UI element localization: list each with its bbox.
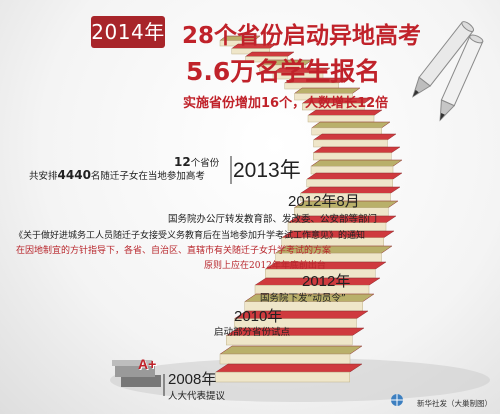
- headline: 28个省份启动异地高考: [182, 23, 422, 49]
- book-step-pages: [215, 371, 350, 383]
- policy-2012-aug-line1: 国务院办公厅转发教育部、发改委、公安部等部门: [168, 214, 378, 225]
- policy-2012-aug-line4: 原则上应在2012年年底前出台: [204, 261, 326, 271]
- year-badge: 2014年: [91, 16, 165, 48]
- year-label-2012-aug: 2012年8月: [288, 193, 360, 210]
- book-step-cover: [305, 172, 403, 180]
- year-label-2013: 2013年: [233, 159, 301, 182]
- book-step-pages: [307, 115, 375, 123]
- note-2010: 启动部分省份试点: [214, 327, 291, 338]
- policy-2012-aug-line3: 在因地制宜的方针指导下，各省、自治区、直辖市有关随迁子女升学考试的方案: [16, 246, 332, 256]
- image-credit: 新华社发（大巢制图）: [417, 399, 492, 408]
- note-2012: 国务院下发“动员令”: [260, 293, 346, 304]
- book-step-cover: [214, 363, 363, 373]
- provinces-count-2013: 12个省份: [174, 155, 220, 169]
- pencils-icon: [412, 21, 484, 122]
- xinhua-logo-icon: [391, 394, 403, 406]
- year-label-2008: 2008年: [168, 371, 217, 388]
- note-2008: 人大代表提议: [168, 391, 226, 402]
- book-step-pages: [306, 179, 393, 188]
- book-step-pages: [219, 353, 351, 365]
- book-step-cover: [310, 159, 403, 167]
- policy-2012-aug-line2: 《关于做好进城务工人员随迁子女接受义务教育后在当地参加升学考试工作意见》的通知: [14, 231, 366, 241]
- grade-label: A+: [138, 356, 157, 372]
- book-step-pages: [313, 152, 392, 161]
- book-step-pages: [313, 139, 388, 148]
- book-step-pages: [226, 335, 353, 346]
- subheadline: 5.6万名学生报名: [186, 57, 381, 86]
- book-step-cover: [312, 146, 401, 154]
- students-count-2013: 共安排4440名随迁子女在当地参加高考: [29, 168, 205, 182]
- year-label-2012: 2012年: [302, 273, 351, 290]
- book-step-cover: [219, 345, 363, 355]
- book-step-cover: [310, 121, 391, 129]
- grade-book-icon: [112, 360, 161, 387]
- book-step-cover: [312, 133, 397, 141]
- year-label-2010: 2010年: [234, 308, 283, 325]
- summary-line: 实施省份增加16个，人数增长12倍: [183, 96, 389, 111]
